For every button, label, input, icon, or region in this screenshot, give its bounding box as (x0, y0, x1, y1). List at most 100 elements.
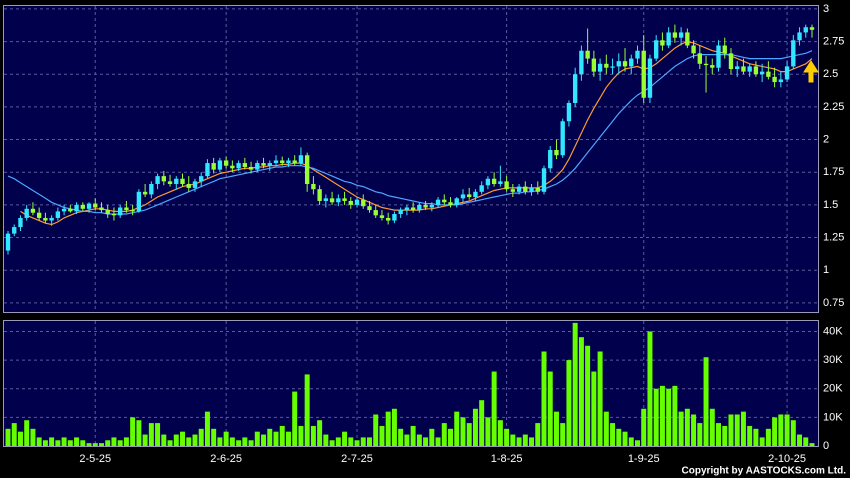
x-tick-label: 1-8-25 (491, 453, 523, 465)
volume-bar (17, 431, 23, 446)
moving-average-line (20, 40, 813, 226)
candle-body (548, 150, 553, 169)
volume-bar (348, 437, 354, 446)
candle-body (36, 212, 42, 218)
volume-bar (211, 428, 217, 446)
volume-bar (267, 428, 273, 446)
volume-bar (479, 400, 485, 446)
candle-body (280, 160, 285, 164)
candle-body (61, 208, 67, 212)
candle-body (12, 227, 17, 234)
candle-body (641, 50, 646, 98)
volume-bar (155, 423, 161, 446)
volume-bar (634, 440, 640, 446)
candle-body (5, 233, 11, 251)
y-tick-label: 1.5 (823, 199, 838, 211)
candle-body (292, 160, 297, 164)
candle-body (498, 181, 503, 184)
candle-body (429, 204, 434, 208)
candle-body (554, 150, 559, 156)
x-tick-label: 1-9-25 (628, 453, 660, 465)
candle-body (410, 207, 416, 211)
candle-body (448, 202, 453, 205)
volume-bar (136, 420, 142, 446)
candle-body (361, 199, 366, 207)
volume-bar (123, 437, 129, 446)
volume-bar (647, 331, 653, 446)
volume-bar (553, 411, 559, 446)
candle-body (510, 189, 516, 192)
volume-bar (360, 437, 366, 446)
candle-body (248, 166, 254, 170)
x-tick-label: 2-7-25 (341, 453, 373, 465)
candle-body (398, 210, 403, 215)
volume-bar (429, 428, 435, 446)
y-tick-label: 0.75 (823, 297, 844, 309)
volume-bar (229, 437, 235, 446)
volume-bar (797, 434, 803, 446)
candle-body (622, 61, 628, 67)
candle-body (697, 53, 702, 64)
volume-bar (36, 437, 42, 446)
volume-bar (491, 371, 497, 446)
volume-bar (784, 414, 790, 446)
price-panel (3, 5, 819, 313)
candle-body (99, 207, 104, 211)
volume-bar (716, 423, 722, 446)
candle-body (68, 208, 73, 212)
candle-body (654, 40, 659, 59)
volume-bar (504, 428, 510, 446)
candle-body (267, 163, 272, 166)
candle-body (672, 32, 678, 38)
candle-body (585, 50, 590, 59)
moving-average-line (7, 50, 813, 215)
candle-body (379, 215, 385, 218)
candle-body (467, 194, 472, 198)
volume-bar (628, 437, 634, 446)
candle-body (74, 204, 79, 212)
volume-bar (248, 440, 254, 446)
volume-bar (279, 425, 285, 446)
candle-body (529, 187, 534, 192)
candle-body (24, 208, 29, 218)
volume-bar (541, 351, 547, 446)
candle-body (660, 40, 665, 46)
volume-bar (192, 434, 198, 446)
volume-bar (734, 414, 740, 446)
volume-bar (472, 408, 478, 446)
candle-body (442, 199, 447, 203)
x-tick-label: 2-5-25 (79, 453, 111, 465)
volume-bar (55, 440, 61, 446)
volume-bar (117, 440, 123, 446)
candle-body (367, 206, 372, 211)
y-tick-label: 40K (823, 325, 843, 337)
candle-body (809, 27, 815, 30)
volume-bar (217, 437, 223, 446)
candle-body (30, 208, 36, 213)
candle-body (572, 74, 578, 103)
candle-body (236, 163, 241, 169)
candle-body (722, 45, 727, 54)
candle-body (155, 176, 160, 184)
candle-body (55, 211, 61, 218)
volume-bar (379, 425, 385, 446)
candle-body (354, 199, 360, 205)
volume-bar (273, 431, 279, 446)
candle-body (242, 163, 248, 167)
volume-bar (560, 423, 566, 446)
candle-body (635, 50, 640, 59)
candle-body (417, 204, 422, 211)
candle-body (784, 66, 790, 80)
volume-bar (740, 411, 746, 446)
candle-body (373, 210, 378, 216)
candle-body (678, 32, 684, 38)
volume-bar (342, 431, 348, 446)
volume-bar (24, 420, 30, 446)
candle-body (778, 79, 784, 83)
volume-bar (728, 414, 734, 446)
candle-body (728, 53, 734, 70)
volume-bar (285, 431, 291, 446)
candle-body (479, 185, 484, 192)
